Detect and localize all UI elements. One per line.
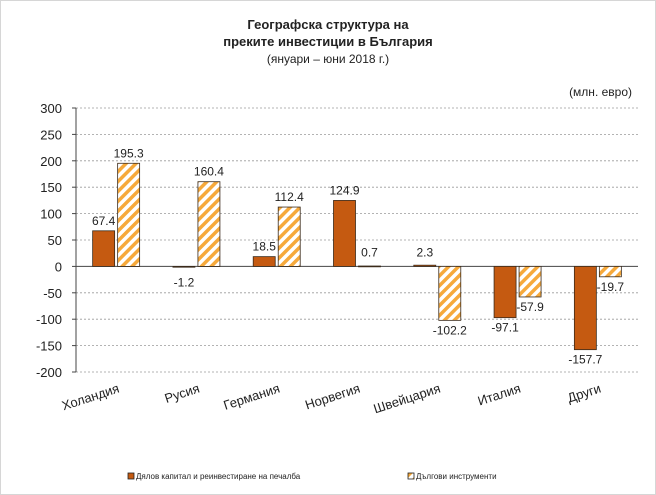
axes: [72, 107, 638, 373]
data-label: 2.3: [416, 245, 433, 259]
bar-equity-5: [493, 265, 517, 319]
data-label: -57.9: [516, 300, 544, 314]
y-tick-label: 0: [55, 259, 62, 274]
data-label: 67.4: [92, 214, 116, 228]
chart-title-line-2: преките инвестиции в България: [223, 34, 432, 49]
bar-equity-3: [333, 200, 356, 267]
data-label: 18.5: [253, 240, 277, 254]
data-label: 0.7: [361, 245, 378, 259]
bar-debt-4: [438, 265, 462, 321]
x-tick-label: Италия: [476, 381, 523, 409]
data-label: -19.7: [597, 280, 625, 294]
data-label: -1.2: [174, 275, 195, 289]
y-tick-label: 300: [40, 101, 62, 116]
y-axis-tick-labels: 300 250 200 150 100 50 0 -50 -100 -150 -200: [36, 101, 62, 380]
y-tick-label: -100: [36, 312, 62, 327]
x-tick-label: Германия: [222, 381, 282, 413]
chart-title-line-1: Географска структура на: [247, 17, 409, 32]
legend-item-debt: Дългови инструменти: [407, 472, 497, 481]
legend-item-equity: Дялов капитал и реинвестиране на печалба: [127, 472, 301, 481]
bar-equity-2: [252, 256, 276, 267]
bar-debt-6: [598, 265, 622, 278]
y-tick-label: 100: [40, 207, 62, 222]
bars: [92, 162, 622, 351]
data-label: 112.4: [275, 190, 304, 204]
data-label: 160.4: [194, 165, 224, 179]
unit-label: (млн. евро): [569, 85, 632, 99]
y-tick-label: 200: [40, 154, 62, 169]
legend-swatch-equity: [127, 472, 135, 480]
data-label: -97.1: [491, 321, 519, 335]
data-label: 124.9: [329, 183, 359, 197]
bar-equity-4: [413, 264, 437, 267]
y-tick-label: 50: [48, 233, 62, 248]
y-tick-label: -200: [36, 365, 62, 380]
data-label: -102.2: [433, 323, 467, 337]
legend: Дялов капитал и реинвестиране на печалба…: [127, 472, 497, 481]
x-tick-label: Русия: [163, 381, 202, 406]
x-axis-tick-labels: Холандия Русия Германия Норвегия Швейцария Ит…: [60, 381, 603, 417]
x-tick-label: Други: [565, 381, 602, 406]
bar-equity-1: [172, 265, 196, 268]
y-tick-label: -150: [36, 339, 62, 354]
bar-debt-3: [358, 265, 381, 268]
bar-equity-6: [573, 265, 597, 351]
bar-debt-0: [117, 162, 141, 267]
data-label: 195.3: [114, 146, 144, 160]
y-tick-label: -50: [43, 286, 62, 301]
y-tick-label: 250: [40, 127, 62, 142]
data-label: -157.7: [568, 353, 602, 367]
x-tick-label: Норвегия: [303, 381, 362, 413]
legend-swatch-debt: [407, 472, 415, 480]
chart-subtitle: (януари – юни 2018 г.): [267, 52, 389, 66]
legend-label-debt: Дългови инструменти: [416, 472, 497, 481]
bar-equity-0: [92, 230, 116, 267]
bar-debt-1: [197, 181, 221, 267]
bar-debt-5: [518, 265, 542, 298]
x-tick-label: Швейцария: [372, 381, 443, 417]
y-tick-label: 150: [40, 180, 62, 195]
legend-label-equity: Дялов капитал и реинвестиране на печалба: [136, 472, 301, 481]
data-labels: 67.4 195.3 -1.2 160.4 18.5 112.4 124.9 0.7 2.3 -1…: [92, 146, 624, 366]
gridlines: [76, 107, 638, 373]
x-tick-label: Холандия: [60, 381, 121, 414]
bar-debt-2: [277, 206, 301, 267]
